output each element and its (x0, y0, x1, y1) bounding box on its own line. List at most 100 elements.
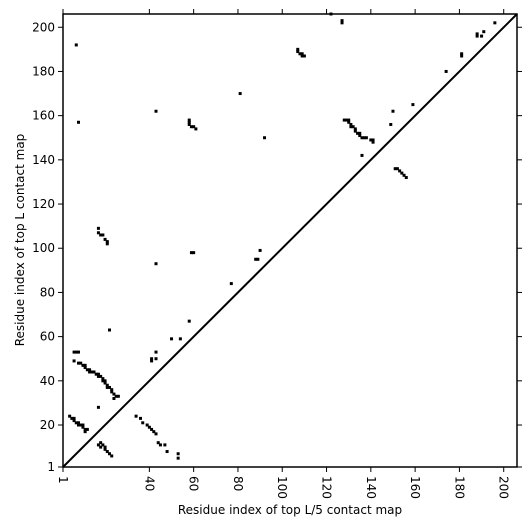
x-axis-label: Residue index of top L/5 contact map (178, 503, 402, 517)
contact-point (74, 350, 78, 354)
x-tick-label: 180 (452, 476, 466, 499)
contact-point (342, 118, 346, 122)
x-tick-label: 40 (142, 476, 156, 491)
contact-point (99, 445, 103, 449)
y-tick-label: 80 (40, 285, 55, 299)
contact-point (362, 136, 366, 140)
contact-point (103, 381, 107, 385)
contact-point (353, 127, 357, 131)
contact-point (103, 445, 107, 449)
contact-point (150, 427, 154, 431)
contact-point (482, 30, 486, 34)
contact-point (112, 396, 116, 400)
y-tick-label: 60 (40, 330, 55, 344)
x-tick-label: 60 (187, 476, 201, 491)
contact-point (300, 52, 304, 56)
contact-point (141, 421, 145, 425)
contact-point (176, 452, 180, 456)
contact-point (90, 370, 94, 374)
contact-point (298, 52, 302, 56)
contact-point (493, 21, 497, 25)
contact-point (444, 69, 448, 73)
contact-point (77, 421, 81, 425)
contact-point (92, 370, 96, 374)
contact-point (393, 167, 397, 171)
contact-point (187, 120, 191, 124)
contact-point (83, 430, 87, 434)
contact-point (400, 171, 404, 175)
contact-point (105, 385, 109, 389)
contact-point (108, 452, 112, 456)
contact-point (398, 169, 402, 173)
contact-point (134, 414, 138, 418)
contact-point (475, 34, 479, 38)
contact-point (187, 319, 191, 323)
contact-point (81, 363, 85, 367)
contact-point (256, 257, 260, 261)
contact-point (96, 405, 100, 409)
contact-point (170, 337, 174, 341)
contact-point (79, 423, 83, 427)
contact-point (74, 43, 78, 47)
contact-point (112, 392, 116, 396)
contact-point (85, 368, 89, 372)
contact-point (145, 423, 149, 427)
contact-point (340, 19, 344, 23)
contact-point (150, 357, 154, 361)
contact-point (103, 447, 107, 451)
contact-point (68, 414, 72, 418)
contact-point (96, 374, 100, 378)
contact-point (156, 441, 160, 445)
contact-point (154, 357, 158, 361)
x-tick-label: 1 (56, 476, 70, 484)
x-tick-label: 200 (497, 476, 511, 499)
contact-point (83, 363, 87, 367)
contact-point (101, 379, 105, 383)
contact-point (108, 385, 112, 389)
contact-point (300, 54, 304, 58)
contact-point (96, 443, 100, 447)
contact-point (70, 416, 74, 420)
y-tick-label: 160 (32, 109, 55, 123)
contact-point (77, 120, 81, 124)
contact-point (101, 443, 105, 447)
contact-point (154, 109, 158, 113)
contact-point (154, 262, 158, 266)
contact-point (340, 21, 344, 25)
contact-point (105, 242, 109, 246)
contact-point (99, 441, 103, 445)
contact-point (165, 450, 169, 454)
contact-point (192, 125, 196, 129)
contact-point (72, 419, 76, 423)
contact-point (404, 176, 408, 180)
contact-point (187, 118, 191, 122)
contact-point (105, 450, 109, 454)
contact-point (194, 127, 198, 131)
contact-point (105, 383, 109, 387)
contact-point (152, 430, 156, 434)
contact-point (192, 251, 196, 255)
contact-point (83, 366, 87, 370)
contact-point (77, 361, 81, 365)
contact-point (371, 140, 375, 144)
y-tick-label: 180 (32, 64, 55, 78)
contact-point (99, 233, 103, 237)
contact-point (189, 125, 193, 129)
x-tick-label: 120 (320, 476, 334, 499)
x-tick-label: 100 (275, 476, 289, 499)
contact-point (360, 136, 364, 140)
contact-point (296, 50, 300, 54)
contact-point (163, 443, 167, 447)
contact-point (411, 103, 415, 107)
contact-point (77, 350, 81, 354)
y-tick-label: 40 (40, 374, 55, 388)
contact-point (391, 109, 395, 113)
contact-point (116, 394, 120, 398)
contact-point (83, 427, 87, 431)
contact-point (99, 374, 103, 378)
y-tick-label: 120 (32, 197, 55, 211)
contact-point (229, 282, 233, 286)
contact-point (81, 423, 85, 427)
y-tick-label: 200 (32, 20, 55, 34)
